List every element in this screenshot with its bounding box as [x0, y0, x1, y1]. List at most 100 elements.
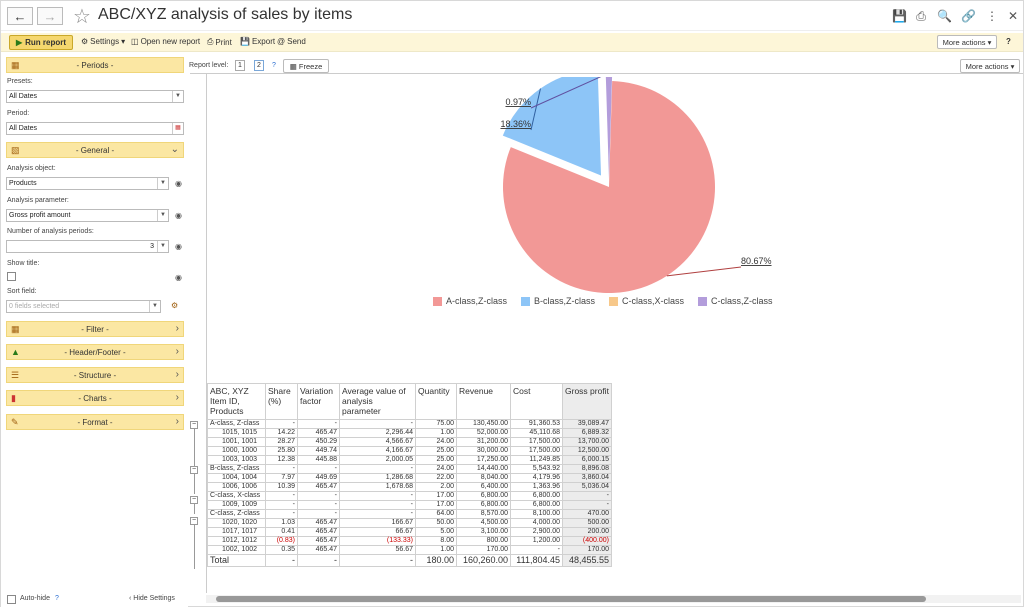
report-level-2-button[interactable]: 2	[254, 60, 264, 71]
run-report-button[interactable]: ▶ Run report	[9, 35, 73, 50]
close-icon[interactable]: ✕	[1007, 9, 1019, 23]
analysis-parameter-label: Analysis parameter:	[7, 197, 69, 204]
print-button[interactable]: ⎙ Print	[207, 37, 232, 47]
row-label: A-class, Z-class	[207, 419, 266, 429]
leader-line-3	[530, 77, 602, 109]
collapse-group-icon[interactable]: −	[190, 496, 198, 504]
section-general[interactable]: ▧ - General - ⌄	[6, 142, 184, 158]
analysis-parameter-select[interactable]: Gross profit amount ▼	[6, 209, 169, 222]
cell-avg: 4,566.67	[339, 437, 416, 447]
forward-button[interactable]: →	[37, 7, 63, 25]
cell-qty: 1.00	[415, 545, 457, 555]
legend-item-1[interactable]: B-class,Z-class	[521, 296, 595, 306]
auto-hide-help-link[interactable]: ?	[55, 595, 59, 602]
cell-share: 14.22	[265, 428, 298, 438]
section-periods[interactable]: ▦ - Periods -	[6, 57, 184, 73]
presets-select[interactable]: All Dates ▼	[6, 90, 184, 103]
show-title-checkbox[interactable]	[7, 272, 16, 281]
cell-rev: 8,040.00	[456, 473, 511, 483]
sort-settings-icon[interactable]: ⚙	[171, 301, 179, 310]
auto-hide-checkbox[interactable]	[7, 595, 16, 604]
table-row: 1002, 1002 0.35 465.47 56.67 1.00 170.00-170.…	[207, 545, 612, 555]
save-icon[interactable]: 💾	[892, 9, 907, 23]
cell-cost: 17,500.00	[510, 437, 563, 447]
cell-avg: -	[339, 500, 416, 510]
pie-slice-3[interactable]	[605, 77, 613, 179]
total-avg: -	[339, 554, 416, 567]
settings-button[interactable]: ⚙ Settings ▾	[81, 37, 126, 46]
cell-rev: 17,250.00	[456, 455, 511, 465]
cell-var: 465.47	[297, 545, 340, 555]
chevron-down-icon[interactable]: ▼	[149, 301, 160, 312]
more-vertical-icon[interactable]: ⋮	[986, 9, 998, 23]
pie-data-label-1: 18.36%	[500, 119, 531, 129]
section-header-footer[interactable]: ▲ - Header/Footer - ›	[6, 344, 184, 360]
pie-slice-0[interactable]	[503, 81, 715, 294]
help-button[interactable]: ?	[1006, 37, 1011, 46]
back-button[interactable]: ←	[7, 7, 33, 25]
link-icon[interactable]: 🔗	[961, 9, 976, 23]
chevron-right-icon: ›	[175, 323, 179, 334]
report-level-1-button[interactable]: 1	[235, 60, 245, 71]
play-icon: ▶	[15, 38, 23, 47]
calendar-icon: ▦	[11, 60, 20, 70]
general-settings-icon: ▧	[11, 145, 20, 155]
column-header: Variation factor	[297, 383, 340, 420]
favorite-star-icon[interactable]: ☆	[73, 6, 91, 28]
section-structure[interactable]: ☰ - Structure - ›	[6, 367, 184, 383]
hide-settings-button[interactable]: ‹ Hide Settings	[129, 595, 175, 602]
section-format[interactable]: ✎ - Format - ›	[6, 414, 184, 430]
legend-item-2[interactable]: C-class,X-class	[609, 296, 684, 306]
visibility-eye-icon[interactable]: ◉	[175, 273, 182, 282]
cell-cost: 1,363.96	[510, 482, 563, 492]
chevron-down-icon[interactable]: ▼	[157, 178, 168, 189]
report-level-help-link[interactable]: ?	[272, 62, 276, 69]
cell-avg: 166.67	[339, 518, 416, 528]
section-charts[interactable]: ▮ - Charts - ›	[6, 390, 184, 406]
cell-qty: 22.00	[415, 473, 457, 483]
report-level-label: Report level:	[189, 62, 229, 69]
chevron-down-icon[interactable]: ▼	[172, 91, 183, 102]
presets-label: Presets:	[7, 78, 33, 85]
open-new-report-button[interactable]: ◫ Open new report	[131, 37, 201, 46]
legend-item-3[interactable]: C-class,Z-class	[698, 296, 773, 306]
calendar-icon[interactable]: ▦	[172, 123, 183, 134]
visibility-eye-icon[interactable]: ◉	[175, 179, 182, 188]
section-filter[interactable]: ▦ - Filter - ›	[6, 321, 184, 337]
collapse-group-icon[interactable]: −	[190, 517, 198, 525]
sort-field-label: Sort field:	[7, 288, 37, 295]
cell-gp: -	[562, 491, 612, 501]
horizontal-scrollbar[interactable]	[206, 595, 1021, 603]
cell-gp: 3,860.04	[562, 473, 612, 483]
period-field[interactable]: All Dates ▦	[6, 122, 184, 135]
sort-field-select[interactable]: 0 fields selected ▼	[6, 300, 161, 313]
legend-item-0[interactable]: A-class,Z-class	[433, 296, 507, 306]
cell-rev: 14,440.00	[456, 464, 511, 474]
visibility-eye-icon[interactable]: ◉	[175, 211, 182, 220]
preview-icon[interactable]: 🔍	[937, 9, 952, 23]
visibility-eye-icon[interactable]: ◉	[175, 242, 182, 251]
collapse-group-icon[interactable]: −	[190, 466, 198, 474]
chart-legend: A-class,Z-class B-class,Z-class C-class,X-…	[433, 296, 783, 306]
cell-share: 7.97	[265, 473, 298, 483]
more-actions-button[interactable]: More actions ▾	[937, 35, 997, 49]
report-more-actions-button[interactable]: More actions ▾	[960, 59, 1020, 73]
num-periods-field[interactable]: 3 ▼	[6, 240, 169, 253]
chevron-down-icon[interactable]: ▼	[157, 241, 168, 252]
scrollbar-thumb[interactable]	[216, 596, 926, 602]
cell-avg: -	[339, 419, 416, 429]
legend-label: B-class,Z-class	[534, 296, 596, 306]
chevron-down-icon[interactable]: ▼	[157, 210, 168, 221]
collapse-group-icon[interactable]: −	[190, 421, 198, 429]
send-button[interactable]: @ Send	[277, 37, 306, 46]
pie-slice-1[interactable]	[502, 77, 602, 176]
cell-qty: 64.00	[415, 509, 457, 519]
cell-qty: 8.00	[415, 536, 457, 546]
freeze-button[interactable]: ▦ Freeze	[283, 59, 329, 73]
analysis-object-select[interactable]: Products ▼	[6, 177, 169, 190]
print-icon[interactable]: ⎙	[916, 9, 926, 23]
cell-cost: 1,200.00	[510, 536, 563, 546]
cell-rev: 3,100.00	[456, 527, 511, 537]
row-label: 1015, 1015	[207, 428, 266, 438]
export-button[interactable]: 💾 Export	[240, 37, 276, 46]
